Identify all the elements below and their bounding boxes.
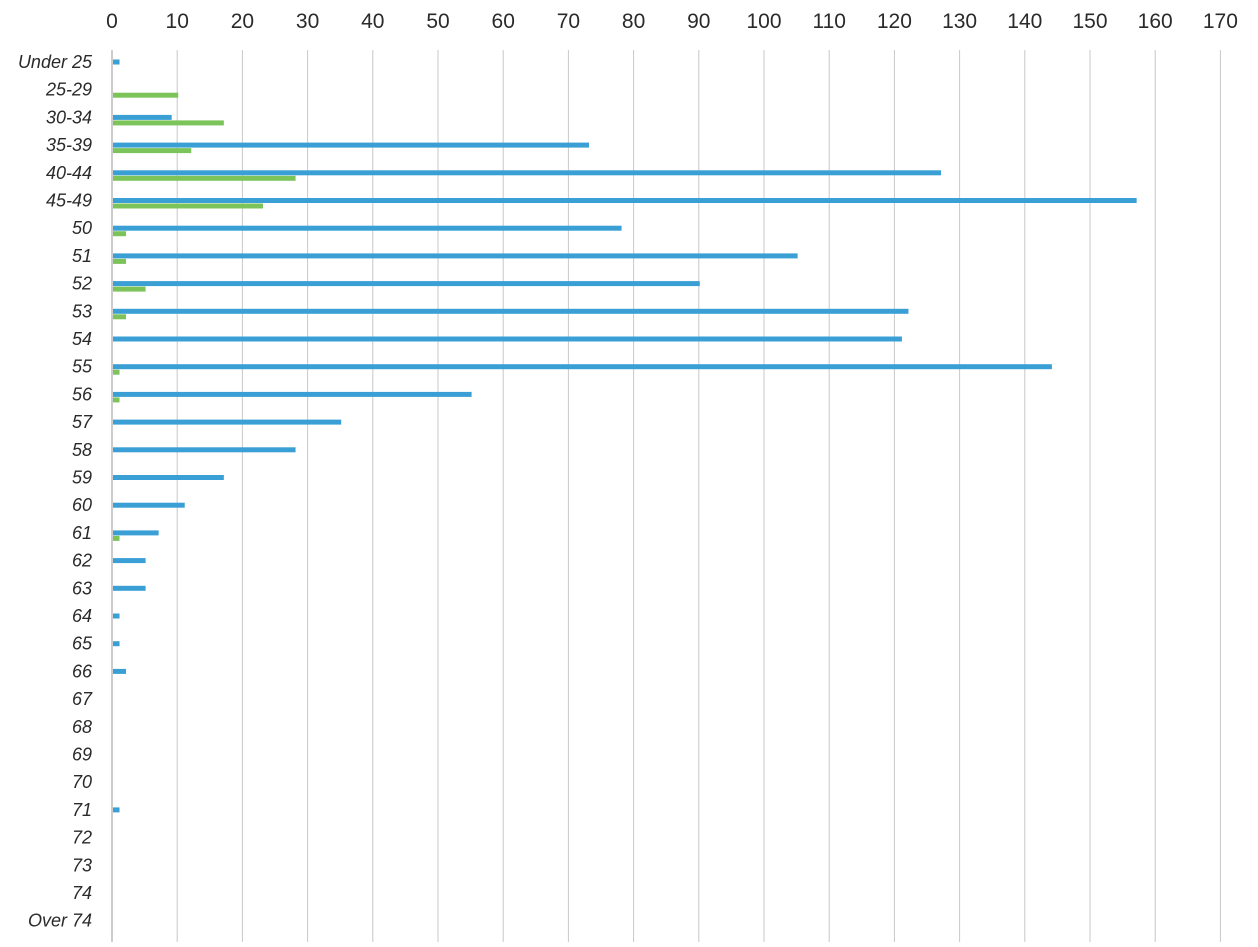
gridlines [111, 50, 1221, 942]
x-tick-label: 80 [622, 10, 645, 33]
y-axis-category-labels: Under 25 25-29 30-34 35-39 40-44 45-49 50 51 52 5… [18, 52, 93, 931]
category-label: 56 [72, 384, 93, 404]
bar-series-1 [113, 225, 622, 231]
category-label: 45-49 [46, 191, 92, 211]
x-tick-label: 50 [426, 10, 449, 33]
category-label: 64 [72, 606, 92, 626]
bar-series-2 [113, 258, 127, 264]
bar-series-2 [113, 148, 192, 154]
x-tick-label: 60 [492, 10, 515, 33]
category-label: 55 [72, 357, 93, 377]
category-label: 63 [72, 578, 92, 598]
x-tick-label: 150 [1072, 10, 1107, 33]
bar-series-1 [113, 391, 472, 397]
x-tick-label: 20 [231, 10, 254, 33]
bar-series-1 [113, 558, 146, 564]
category-label: 53 [72, 301, 92, 321]
category-label: 68 [72, 717, 92, 737]
x-tick-label: 110 [812, 10, 845, 33]
x-tick-label: 160 [1138, 10, 1173, 33]
category-label: 58 [72, 440, 92, 460]
bar-series-1 [113, 336, 902, 342]
category-label: 72 [72, 828, 92, 848]
bar-series-2 [113, 92, 179, 98]
bar-series-2 [113, 286, 146, 292]
bar-series-1 [113, 198, 1137, 203]
category-label: 69 [72, 745, 92, 765]
category-label: 67 [72, 689, 93, 709]
category-label: 59 [72, 468, 92, 488]
category-label: 25-29 [45, 80, 92, 100]
x-tick-label: 130 [942, 10, 977, 33]
x-tick-label: 30 [296, 10, 319, 33]
bar-series-1 [113, 281, 700, 287]
bar-series-2 [113, 203, 263, 209]
x-tick-label: 70 [557, 10, 580, 33]
bar-series-1 [113, 59, 120, 65]
x-tick-label: 120 [877, 10, 912, 33]
bar-series-1 [113, 585, 146, 591]
category-label: 74 [72, 883, 92, 903]
bar-series-1 [113, 308, 909, 314]
category-label: 71 [72, 800, 92, 820]
category-label: 57 [72, 412, 93, 432]
bar-series-2 [113, 397, 120, 403]
bar-series-1 [113, 253, 798, 259]
bar-series-1 [113, 114, 172, 120]
category-label: 65 [72, 634, 93, 654]
x-tick-label: 140 [1007, 10, 1042, 33]
category-label: Over 74 [28, 911, 92, 931]
category-label: 54 [72, 329, 92, 349]
bar-series-1 [113, 475, 224, 480]
category-label: 60 [72, 495, 92, 515]
bar-series-1 [113, 447, 296, 453]
bar-series-2 [113, 314, 127, 320]
category-label: 62 [72, 551, 92, 571]
x-tick-label: 100 [746, 10, 781, 33]
x-tick-label: 90 [687, 10, 710, 33]
category-label: 40-44 [46, 163, 92, 183]
category-label: 61 [72, 523, 92, 543]
bar-series-1 [113, 502, 185, 508]
bar-series-2 [113, 231, 127, 237]
bar-series-1 [113, 641, 120, 647]
category-label: 52 [72, 274, 92, 294]
bar-series-2 [113, 120, 224, 126]
x-tick-label: 170 [1203, 10, 1238, 33]
bar-series-1 [113, 668, 127, 674]
bars [113, 59, 1137, 813]
category-label: 66 [72, 661, 93, 681]
x-tick-label: 0 [106, 10, 118, 33]
x-tick-label: 10 [166, 10, 189, 33]
bar-series-1 [113, 807, 120, 813]
category-label: 70 [72, 772, 92, 792]
x-tick-label: 40 [361, 10, 384, 33]
category-label: 51 [72, 246, 92, 266]
bar-series-2 [113, 175, 296, 181]
x-axis-tick-labels: 0 10 20 30 40 50 60 70 80 90 100 110 120 130 140 150 160… [106, 10, 1238, 33]
category-label: 30-34 [46, 107, 92, 127]
category-label: 50 [72, 218, 92, 238]
bar-series-2 [113, 535, 120, 541]
category-label: 73 [72, 855, 92, 875]
category-label: Under 25 [18, 52, 93, 72]
bar-series-1 [113, 419, 342, 425]
bar-series-2 [113, 369, 120, 375]
bar-series-1 [113, 142, 589, 148]
bar-series-1 [113, 613, 120, 619]
bar-series-1 [113, 364, 1052, 370]
category-label: 35-39 [46, 135, 92, 155]
bar-series-1 [113, 170, 942, 176]
bar-series-1 [113, 530, 159, 536]
